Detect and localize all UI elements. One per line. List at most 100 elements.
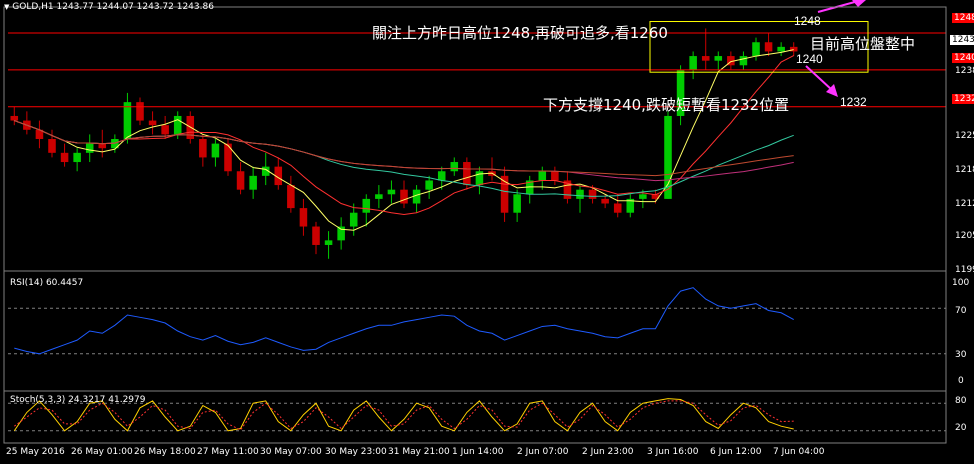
chart-frame [3, 6, 947, 444]
candle-body [613, 203, 622, 213]
rsi-tick-70: 70 [955, 306, 967, 316]
candle-body [789, 46, 798, 52]
stoch-label: Stoch(5,3,3) 24.3217 41.2979 [10, 395, 146, 405]
price-tick: 1212 [955, 199, 974, 209]
time-tick: 7 Jun 04:00 [773, 447, 825, 457]
candle-body [48, 139, 56, 153]
candle-body [60, 152, 69, 163]
current-price-tag: 1243 [950, 35, 974, 45]
time-tick: 27 May 11:00 [197, 447, 259, 457]
price-level-1248-tag: 1248 [952, 13, 974, 23]
candle-body [236, 171, 245, 190]
candle-body [249, 175, 257, 190]
annotation-top-text: 關注上方昨日高位1248,再破可追多,看1260 [372, 24, 668, 42]
time-tick: 2 Jun 23:00 [582, 447, 634, 457]
candle-body [148, 120, 157, 126]
candle-body [752, 42, 760, 57]
candle-body [312, 226, 320, 245]
candle-body [161, 125, 169, 135]
candle-body [349, 212, 358, 227]
candle-body [261, 166, 270, 176]
time-tick: 30 May 23:00 [325, 447, 387, 457]
stoch-signal-line [13, 400, 794, 431]
candle-body [739, 56, 748, 66]
arrowhead-down-icon [826, 84, 838, 97]
price-tick: 1205 [955, 231, 974, 241]
candle-body [173, 115, 182, 135]
panel-border [3, 270, 947, 392]
candle-body [513, 194, 521, 213]
candle-body [701, 56, 710, 61]
candle-body [437, 171, 446, 181]
candle-body [538, 171, 547, 181]
candle-body [676, 69, 685, 116]
candle-body [111, 139, 119, 149]
candle-body [588, 189, 597, 199]
candle-body [425, 180, 433, 190]
mark-1248: 1248 [794, 14, 821, 28]
moving-average-line [14, 120, 794, 177]
candle-body [764, 42, 773, 52]
candle-body [714, 56, 723, 61]
moving-average-line [14, 49, 794, 231]
chart-header: ▼ GOLD,H1 1243.77 1244.07 1243.72 1243.8… [4, 2, 214, 12]
time-tick: 2 Jun 07:00 [517, 447, 569, 457]
stoch-main-line [13, 398, 794, 432]
time-tick: 30 May 07:00 [260, 447, 322, 457]
candle-body [450, 162, 459, 172]
horizontal-levels [8, 0, 946, 108]
candle-body [626, 198, 635, 213]
mark-1240: 1240 [796, 52, 823, 66]
rsi-label: RSI(14) 60.4457 [10, 278, 84, 288]
candle-body [576, 189, 584, 199]
dropdown-arrow-icon[interactable]: ▼ [4, 3, 10, 11]
candle-body [224, 143, 232, 172]
candle-body [211, 143, 220, 158]
candle-body [199, 139, 207, 158]
candle-body [324, 240, 333, 245]
candle-body [551, 171, 559, 181]
candle-body [563, 180, 572, 199]
candle-body [664, 115, 672, 199]
candle-body [287, 185, 295, 209]
consolidation-box [649, 21, 869, 73]
arrowhead-up-icon [852, 0, 866, 7]
candle-body [601, 198, 609, 204]
stoch-panel [8, 398, 946, 432]
candle-body [362, 198, 371, 213]
candle-body [123, 102, 132, 139]
candle-body [412, 189, 421, 204]
time-tick: 1 Jun 14:00 [452, 447, 504, 457]
candlestick-series [10, 28, 798, 259]
price-level-1240-tag: 1240 [952, 53, 974, 63]
candle-body [651, 194, 660, 199]
panel-border [3, 390, 947, 444]
candle-body [375, 194, 383, 199]
rsi-panel [8, 287, 946, 355]
price-tick: 1199 [955, 265, 974, 275]
rsi-tick-0: 0 [958, 376, 964, 386]
rsi-tick-100: 100 [952, 278, 970, 288]
price-level-1232-tag: 1232 [952, 94, 974, 104]
time-tick: 6 Jun 12:00 [710, 447, 762, 457]
candle-body [727, 56, 735, 66]
price-tick: 1218 [955, 165, 974, 175]
candle-body [136, 102, 144, 121]
candle-body [689, 56, 697, 70]
candle-body [85, 143, 94, 153]
candle-body [35, 129, 44, 139]
candle-body [400, 189, 408, 204]
symbol-label: GOLD,H1 [12, 2, 54, 12]
candle-body [337, 226, 345, 241]
time-tick: 3 Jun 16:00 [647, 447, 699, 457]
candle-body [98, 143, 107, 149]
annotation-bottom-text: 下方支撐1240,跌破短暫看1232位置 [543, 96, 790, 114]
candle-body [73, 152, 81, 163]
rsi-tick-30: 30 [955, 350, 967, 360]
price-tick: 1225 [955, 131, 974, 141]
time-tick: 31 May 21:00 [388, 447, 450, 457]
candle-body [475, 171, 484, 186]
time-tick: 26 May 18:00 [134, 447, 196, 457]
moving-average-line [14, 55, 794, 216]
